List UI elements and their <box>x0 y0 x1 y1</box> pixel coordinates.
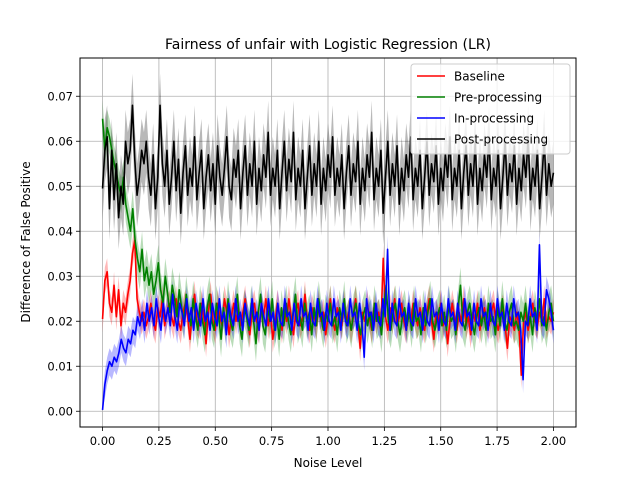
y-tick-label: 0.00 <box>47 404 73 418</box>
x-axis-label: Noise Level <box>294 456 363 470</box>
x-tick-label: 1.25 <box>372 434 398 448</box>
y-tick-label: 0.03 <box>47 269 73 283</box>
x-tick-label: 0.25 <box>146 434 172 448</box>
y-axis-label: Difference of False Positive <box>19 161 33 322</box>
x-axis: 0.00 0.25 0.50 0.75 1.00 1.25 1.50 1.75 2.00 <box>90 427 567 448</box>
legend-label: Post-processing <box>454 133 548 147</box>
legend-label: In-processing <box>454 112 534 126</box>
series-line-1 <box>101 118 555 345</box>
chart-title: Fairness of unfair with Logistic Regress… <box>165 37 491 53</box>
x-tick-label: 0.50 <box>202 434 228 448</box>
legend: Baseline Pre-processing In-processing Post-… <box>410 63 571 155</box>
series-lines <box>101 104 555 410</box>
legend-label: Baseline <box>454 70 505 84</box>
y-tick-label: 0.05 <box>47 179 73 193</box>
y-tick-label: 0.01 <box>47 359 73 373</box>
legend-label: Pre-processing <box>454 91 542 105</box>
x-tick-label: 0.75 <box>259 434 285 448</box>
series-line-3 <box>101 104 555 219</box>
y-tick-label: 0.07 <box>47 89 73 103</box>
legend-box <box>410 63 571 155</box>
y-axis: 0.00 0.01 0.02 0.03 0.04 0.05 0.06 0.07 <box>47 89 80 418</box>
x-tick-label: 0.00 <box>90 434 116 448</box>
x-tick-label: 1.75 <box>484 434 510 448</box>
y-tick-label: 0.06 <box>47 134 73 148</box>
series-line-2 <box>101 243 555 410</box>
y-tick-label: 0.02 <box>47 314 73 328</box>
x-tick-label: 1.50 <box>428 434 454 448</box>
x-tick-label: 1.00 <box>315 434 341 448</box>
y-tick-label: 0.04 <box>47 224 73 238</box>
x-tick-label: 2.00 <box>541 434 567 448</box>
